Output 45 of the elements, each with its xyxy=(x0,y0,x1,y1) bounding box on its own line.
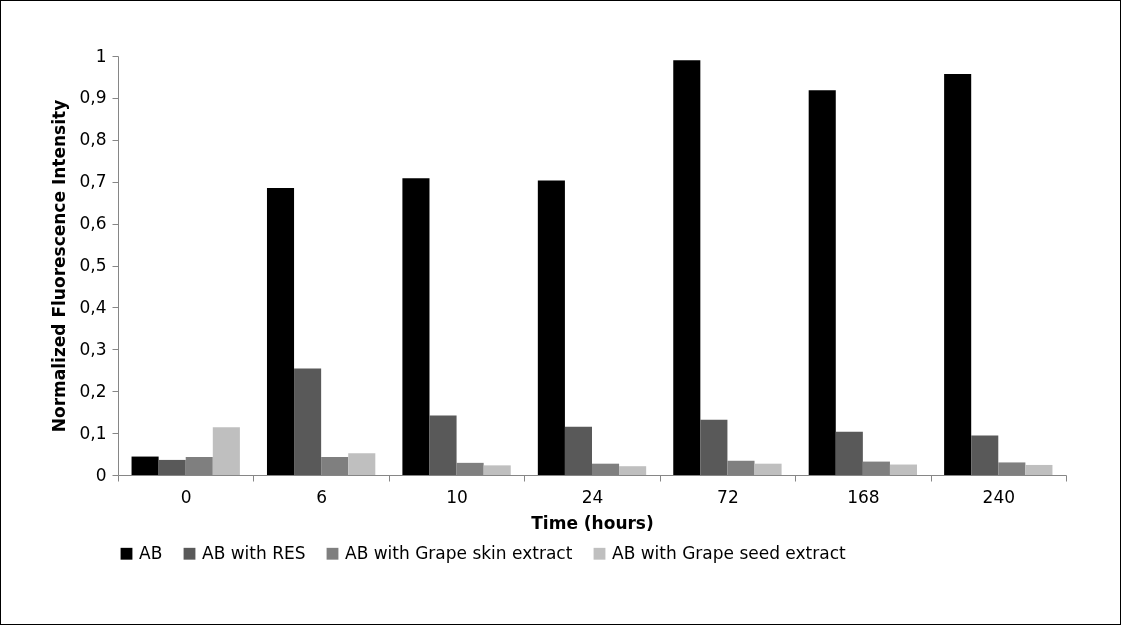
bar xyxy=(402,178,430,475)
bar xyxy=(158,459,186,475)
bar xyxy=(429,415,457,475)
x-tick-label: 24 xyxy=(581,486,604,507)
y-tick-label: 0,6 xyxy=(79,213,107,234)
bar xyxy=(808,90,836,475)
bar xyxy=(537,180,565,475)
bar xyxy=(619,466,647,475)
x-tick-label: 0 xyxy=(180,486,192,507)
bar xyxy=(1025,464,1053,475)
bar xyxy=(944,74,972,475)
x-tick-label: 6 xyxy=(316,486,328,507)
y-axis-title: Normalized Fluorescence Intensity xyxy=(49,99,70,433)
y-tick-label: 1 xyxy=(95,45,107,66)
bar xyxy=(131,456,159,475)
bar xyxy=(483,465,511,475)
y-tick-label: 0,4 xyxy=(79,296,107,317)
legend-label: AB with RES xyxy=(202,542,306,563)
y-tick-label: 0,8 xyxy=(79,129,107,150)
y-tick-label: 0,5 xyxy=(79,255,107,275)
x-tick-label: 168 xyxy=(847,486,880,507)
x-tick-label: 10 xyxy=(446,486,468,507)
legend-label: AB xyxy=(139,542,163,563)
y-tick-label: 0,2 xyxy=(79,380,107,401)
bar xyxy=(266,187,295,475)
bar xyxy=(889,464,918,475)
y-tick-label: 0,1 xyxy=(79,422,107,443)
legend-label: AB with Grape skin extract xyxy=(345,542,573,563)
y-tick-label: 0,7 xyxy=(79,171,107,192)
bar xyxy=(564,426,592,475)
bar xyxy=(835,431,863,475)
bar xyxy=(212,427,240,475)
y-tick-label: 0 xyxy=(95,464,107,485)
bar xyxy=(294,368,322,475)
bar xyxy=(348,453,376,475)
bar xyxy=(754,463,782,475)
x-tick-label: 240 xyxy=(982,486,1016,507)
y-tick-label: 0,9 xyxy=(79,87,107,108)
x-tick-label: 72 xyxy=(717,486,739,507)
bar xyxy=(971,435,999,475)
x-axis-title: Time (hours) xyxy=(531,512,654,533)
bar xyxy=(673,60,701,475)
legend-label: AB with Grape seed extract xyxy=(612,542,847,563)
bar xyxy=(700,419,728,475)
y-tick-label: 0,3 xyxy=(79,338,107,359)
